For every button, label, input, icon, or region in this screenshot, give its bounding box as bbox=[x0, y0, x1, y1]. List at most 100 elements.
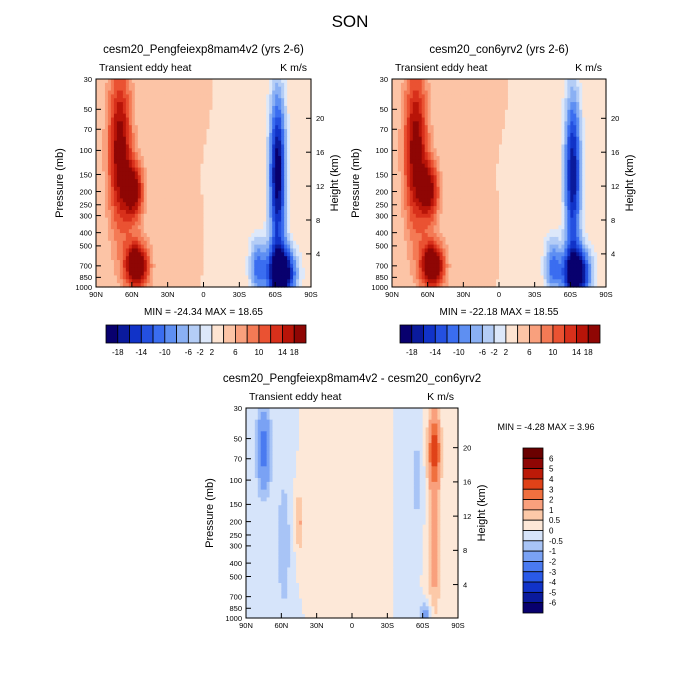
field-cell bbox=[194, 109, 199, 115]
field-cell bbox=[161, 82, 166, 88]
field-cell bbox=[194, 132, 199, 138]
field-cell bbox=[113, 167, 118, 173]
height-tick-label: 20 bbox=[316, 114, 324, 123]
field-cell bbox=[188, 86, 193, 92]
field-cell bbox=[212, 102, 217, 107]
field-cell bbox=[104, 98, 109, 103]
field-cell bbox=[251, 98, 255, 103]
field-cell bbox=[290, 94, 294, 99]
field-cell bbox=[179, 98, 184, 103]
field-cell bbox=[218, 86, 223, 92]
field-cell bbox=[161, 152, 166, 157]
field-cell bbox=[272, 163, 276, 169]
field-cell bbox=[194, 102, 199, 107]
field-cell bbox=[203, 156, 208, 161]
field-cell bbox=[116, 175, 121, 180]
field-cell bbox=[131, 86, 136, 92]
field-cell bbox=[200, 175, 205, 180]
field-cell bbox=[185, 82, 190, 88]
field-cell bbox=[134, 86, 139, 92]
field-cell bbox=[242, 129, 246, 134]
field-cell bbox=[113, 102, 118, 107]
field-cell bbox=[308, 190, 312, 196]
field-cell bbox=[245, 156, 249, 161]
field-cell bbox=[179, 121, 184, 126]
field-cell bbox=[296, 194, 300, 200]
field-cell bbox=[140, 129, 145, 134]
field-cell bbox=[224, 194, 228, 200]
field-cell bbox=[164, 144, 169, 149]
field-cell bbox=[143, 109, 148, 115]
field-cell bbox=[248, 148, 252, 153]
field-cell bbox=[122, 86, 127, 92]
field-cell bbox=[140, 152, 145, 157]
field-cell bbox=[104, 171, 109, 176]
field-cell bbox=[173, 140, 178, 146]
field-cell bbox=[296, 156, 300, 161]
field-cell bbox=[290, 132, 294, 138]
field-cell bbox=[221, 125, 226, 130]
field-cell bbox=[182, 109, 187, 115]
field-cell bbox=[161, 125, 166, 130]
field-cell bbox=[215, 186, 220, 192]
field-cell bbox=[236, 175, 240, 180]
field-cell bbox=[227, 102, 231, 107]
field-cell bbox=[296, 102, 300, 107]
field-cell bbox=[278, 183, 282, 188]
field-cell bbox=[164, 156, 169, 161]
field-cell bbox=[266, 140, 270, 146]
field-cell bbox=[113, 136, 118, 142]
field-cell bbox=[257, 183, 261, 188]
field-cell bbox=[239, 194, 243, 200]
field-cell bbox=[173, 129, 178, 134]
field-cell bbox=[161, 159, 166, 165]
field-cell bbox=[191, 148, 196, 153]
field-cell bbox=[155, 183, 160, 188]
field-cell bbox=[263, 113, 267, 119]
field-cell bbox=[227, 125, 231, 130]
field-cell bbox=[275, 98, 279, 103]
field-cell bbox=[182, 132, 187, 138]
field-cell bbox=[140, 117, 145, 122]
field-cell bbox=[224, 140, 228, 146]
field-cell bbox=[215, 117, 220, 122]
field-cell bbox=[137, 117, 142, 122]
field-cell bbox=[230, 163, 234, 169]
field-cell bbox=[167, 125, 172, 130]
field-cell bbox=[167, 113, 172, 119]
field-cell bbox=[185, 102, 190, 107]
field-cell bbox=[131, 140, 136, 146]
field-cell bbox=[287, 129, 291, 134]
field-cell bbox=[134, 171, 139, 176]
field-cell bbox=[293, 194, 297, 200]
field-cell bbox=[251, 86, 255, 92]
field-cell bbox=[125, 198, 130, 203]
field-cell bbox=[131, 144, 136, 149]
field-cell bbox=[257, 102, 261, 107]
field-cell bbox=[155, 102, 160, 107]
field-cell bbox=[299, 117, 303, 122]
field-cell bbox=[269, 148, 273, 153]
field-cell bbox=[101, 190, 106, 196]
field-cell bbox=[98, 167, 103, 173]
field-cell bbox=[197, 156, 202, 161]
field-cell bbox=[221, 159, 226, 165]
field-cell bbox=[278, 113, 282, 119]
field-cell bbox=[275, 129, 279, 134]
field-cell bbox=[113, 125, 118, 130]
field-cell bbox=[128, 198, 133, 203]
field-cell bbox=[263, 117, 267, 122]
field-cell bbox=[272, 179, 276, 184]
field-cell bbox=[128, 136, 133, 142]
field-cell bbox=[128, 121, 133, 126]
field-cell bbox=[227, 79, 231, 84]
field-cell bbox=[137, 148, 142, 153]
field-cell bbox=[305, 136, 309, 142]
field-cell bbox=[278, 186, 282, 192]
field-cell bbox=[194, 194, 199, 200]
field-cell bbox=[125, 98, 130, 103]
field-cell bbox=[254, 144, 258, 149]
field-cell bbox=[134, 156, 139, 161]
field-cell bbox=[158, 98, 163, 103]
field-cell bbox=[122, 156, 127, 161]
